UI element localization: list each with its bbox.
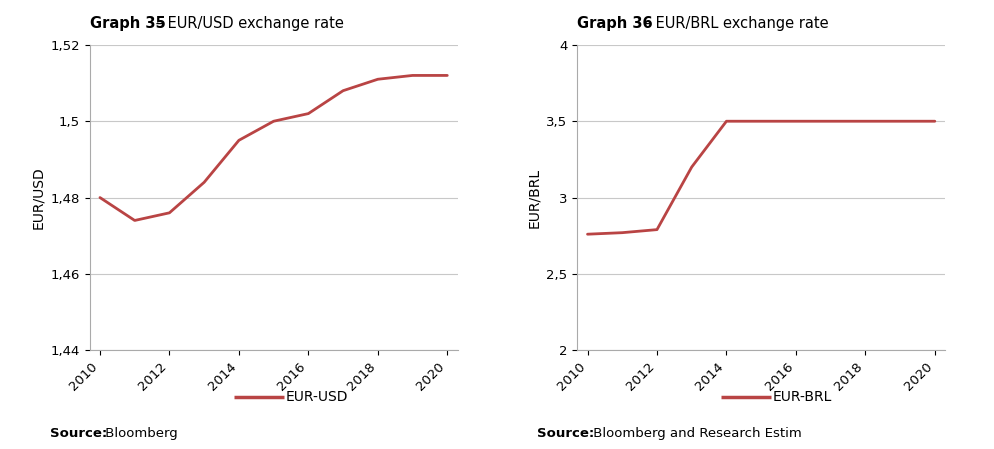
Text: EUR-USD: EUR-USD — [285, 390, 348, 405]
Text: EUR-BRL: EUR-BRL — [772, 390, 832, 405]
Text: Graph 36: Graph 36 — [577, 17, 652, 31]
Text: Source:: Source: — [537, 427, 594, 440]
Text: – EUR/BRL exchange rate: – EUR/BRL exchange rate — [638, 17, 828, 31]
Text: Bloomberg and Research Estim: Bloomberg and Research Estim — [588, 427, 801, 440]
Y-axis label: EUR/USD: EUR/USD — [31, 166, 45, 229]
Text: Graph 35: Graph 35 — [89, 17, 165, 31]
Y-axis label: EUR/BRL: EUR/BRL — [526, 167, 540, 228]
Text: – EUR/USD exchange rate: – EUR/USD exchange rate — [151, 17, 344, 31]
Text: Source:: Source: — [50, 427, 107, 440]
Text: Bloomberg: Bloomberg — [101, 427, 178, 440]
